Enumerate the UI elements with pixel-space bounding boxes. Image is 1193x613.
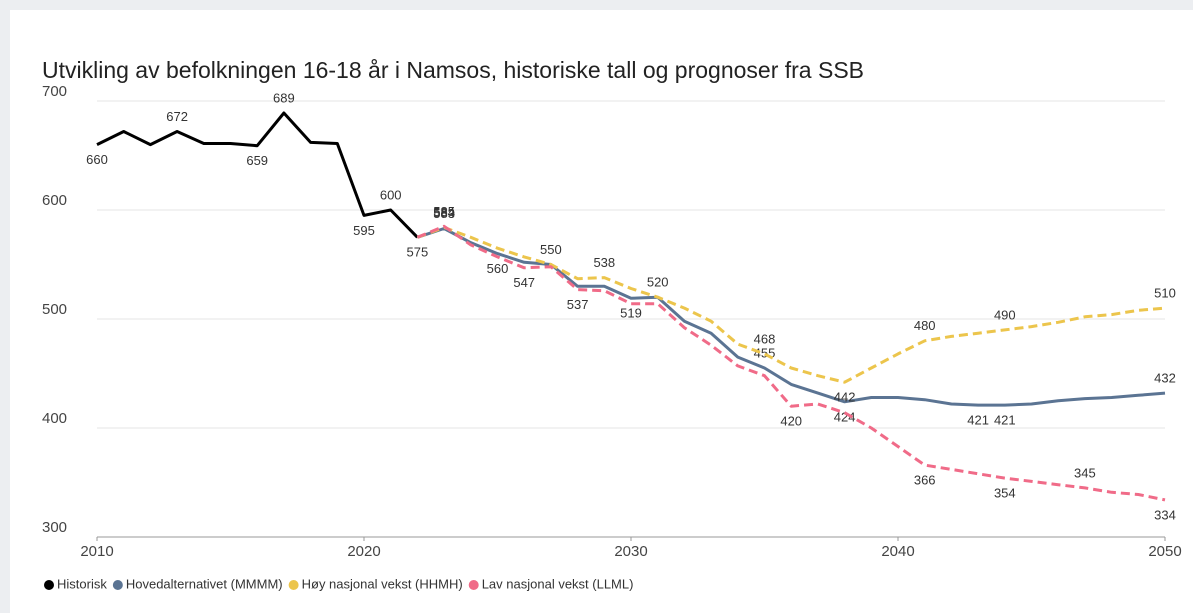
data-label: 510: [1154, 286, 1176, 301]
data-label: 659: [246, 153, 268, 168]
y-tick-label: 700: [42, 83, 67, 100]
data-label: 442: [834, 390, 856, 405]
series-line: [96, 111, 419, 239]
data-label: 432: [1154, 371, 1176, 386]
legend-marker: [112, 580, 123, 590]
data-label: 424: [834, 409, 856, 424]
x-tick-label: 2010: [80, 543, 113, 560]
data-label: 519: [620, 306, 642, 321]
y-tick-label: 300: [42, 519, 67, 536]
data-label: 538: [593, 255, 615, 270]
legend-marker: [44, 580, 54, 590]
legend-label: Lav nasjonal vekst (LLML): [482, 576, 634, 591]
data-label: 595: [353, 223, 375, 238]
legend-marker: [468, 580, 479, 590]
data-label: 584: [433, 205, 455, 220]
data-label: 334: [1154, 507, 1176, 522]
data-label: 600: [380, 187, 402, 202]
data-label: 547: [513, 275, 535, 290]
series-line: [416, 225, 1166, 384]
data-label: 490: [994, 307, 1016, 322]
legend-label: Historisk: [57, 576, 107, 591]
data-label: 520: [647, 275, 669, 290]
x-tick-label: 2050: [1148, 543, 1181, 560]
x-tick-label: 2020: [347, 543, 380, 560]
data-label: 575: [407, 245, 429, 260]
data-label: 480: [914, 318, 936, 333]
y-tick-label: 600: [42, 192, 67, 209]
series-line: [416, 227, 1166, 407]
legend-label: Høy nasjonal vekst (HHMH): [302, 576, 463, 591]
data-label: 585: [433, 204, 455, 219]
data-label: 583: [433, 206, 455, 221]
data-label: 537: [567, 297, 589, 312]
data-label: 550: [540, 242, 562, 257]
series-line: [416, 224, 1166, 502]
chart-title: Utvikling av befolkningen 16-18 år i Nam…: [42, 57, 864, 83]
data-label: 689: [273, 90, 295, 105]
legend-marker: [288, 580, 299, 590]
data-label: 468: [754, 331, 776, 346]
data-label: 354: [994, 486, 1016, 501]
x-tick-label: 2040: [881, 543, 914, 560]
data-label: 660: [86, 152, 108, 167]
data-label: 421: [967, 413, 989, 428]
data-label: 345: [1074, 465, 1096, 480]
data-label: 672: [166, 109, 188, 124]
data-label: 421: [994, 413, 1016, 428]
x-tick-label: 2030: [614, 543, 647, 560]
data-label: 560: [487, 261, 509, 276]
data-label: 420: [780, 414, 802, 429]
y-tick-label: 400: [42, 410, 67, 427]
panel: [10, 10, 1193, 613]
legend-label: Hovedalternativet (MMMM): [126, 576, 283, 591]
y-tick-label: 500: [42, 301, 67, 318]
data-label: 366: [914, 472, 936, 487]
